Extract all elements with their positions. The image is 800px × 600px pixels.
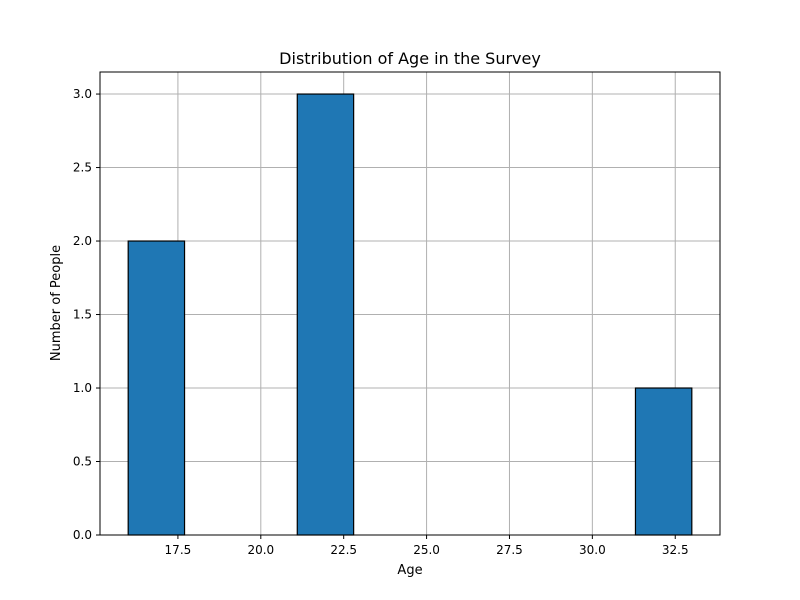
grid-layer: [100, 72, 720, 536]
x-tick-label: 22.5: [330, 543, 357, 557]
x-tick-label: 25.0: [413, 543, 440, 557]
y-tick-label: 1.0: [73, 381, 92, 395]
x-tick-label: 30.0: [579, 543, 606, 557]
histogram-bar: [296, 93, 355, 536]
plot-frame: [99, 71, 721, 536]
x-tick-label: 32.5: [662, 543, 689, 557]
x-tick-label: 17.5: [165, 543, 192, 557]
y-tick-label: 1.5: [73, 308, 92, 322]
histogram-bar: [634, 387, 693, 536]
y-tick-label: 3.0: [73, 87, 92, 101]
bars-layer: [127, 93, 693, 536]
x-axis-label: Age: [397, 563, 422, 578]
y-tick-label: 0.0: [73, 528, 92, 542]
x-tick-label: 27.5: [496, 543, 523, 557]
x-axis: 17.5 20.0 22.5 25.0 27.5 30.0 32.5: [165, 535, 689, 557]
y-axis: 0.0 0.5 1.0 1.5 2.0 2.5 3.0: [73, 87, 100, 542]
chart-title: Distribution of Age in the Survey: [279, 49, 541, 68]
y-tick-label: 0.5: [73, 455, 92, 469]
y-axis-label: Number of People: [49, 245, 64, 361]
x-tick-label: 20.0: [247, 543, 274, 557]
y-tick-label: 2.0: [73, 234, 92, 248]
histogram-bar: [127, 240, 186, 536]
y-tick-label: 2.5: [73, 161, 92, 175]
